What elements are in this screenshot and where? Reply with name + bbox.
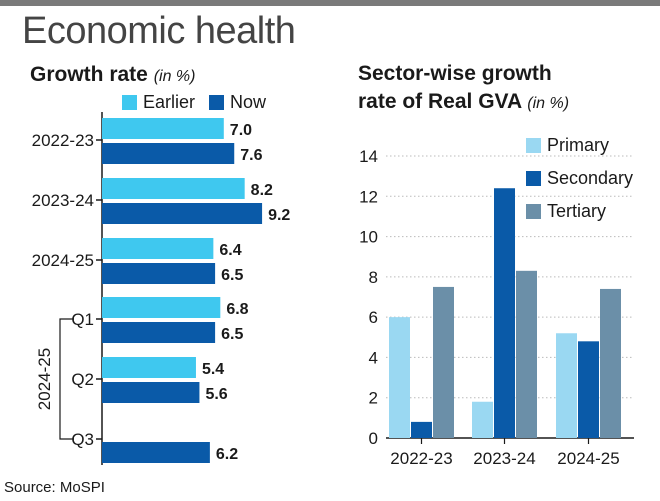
- growth-bar-earlier: [102, 357, 196, 378]
- growth-chart-title-text: Growth rate: [30, 63, 148, 86]
- growth-bar-now: [102, 442, 210, 463]
- growth-data-label: 9.2: [268, 207, 290, 224]
- legend-item-primary: Primary: [526, 135, 609, 155]
- growth-category-label: 2022-23: [32, 131, 94, 150]
- gva-chart-unit: (in %): [527, 95, 570, 112]
- legend-label-secondary: Secondary: [547, 167, 634, 188]
- gva-chart-title: Sector-wise growth rate of Real GVA (in …: [358, 60, 569, 118]
- growth-bar-earlier: [102, 238, 214, 259]
- growth-chart-legend: Earlier Now: [122, 92, 280, 113]
- gva-bar-tertiary: [516, 270, 537, 438]
- gva-y-tick-label: 2: [369, 389, 378, 408]
- gva-y-tick-label: 0: [369, 429, 378, 448]
- gva-bar-primary: [556, 333, 577, 438]
- growth-chart-title: Growth rate (in %): [30, 61, 195, 91]
- gva-x-tick-label: 2023-24: [473, 449, 535, 468]
- growth-category-label: Q2: [71, 370, 94, 389]
- legend-swatch-tertiary: [526, 203, 541, 219]
- legend-swatch-now: [209, 95, 225, 110]
- growth-bar-now: [102, 263, 216, 284]
- gva-y-tick-label: 10: [359, 228, 378, 247]
- gva-bar-tertiary: [600, 288, 621, 438]
- source-note: Source: MoSPI: [4, 479, 105, 496]
- gva-y-tick-label: 8: [369, 268, 378, 287]
- growth-bar-now: [102, 382, 200, 403]
- gva-y-tick-label: 12: [359, 187, 378, 206]
- gva-y-tick-label: 6: [369, 308, 378, 327]
- gva-bar-secondary: [411, 421, 432, 438]
- growth-bar-now: [102, 203, 263, 224]
- growth-group-label: 2024-25: [35, 348, 54, 410]
- growth-data-label: 6.5: [221, 326, 243, 343]
- gva-bar-primary: [472, 401, 493, 438]
- growth-category-label: Q1: [71, 310, 94, 329]
- growth-data-label: 6.5: [221, 267, 243, 284]
- legend-label-primary: Primary: [547, 134, 609, 155]
- gva-bar-secondary: [494, 188, 515, 438]
- legend-label-tertiary: Tertiary: [547, 200, 607, 221]
- growth-data-label: 6.4: [219, 242, 241, 259]
- page-title: Economic health: [22, 10, 296, 52]
- growth-bar-earlier: [102, 297, 221, 318]
- gva-chart-title-line2: rate of Real GVA: [358, 90, 522, 113]
- legend-swatch-secondary: [526, 170, 541, 186]
- gva-x-tick-label: 2022-23: [390, 449, 452, 468]
- legend-swatch-earlier: [122, 95, 137, 110]
- gva-chart-title-line1: Sector-wise growth: [358, 62, 552, 85]
- gva-y-tick-label: 14: [359, 147, 378, 166]
- growth-data-label: 8.2: [251, 182, 273, 199]
- growth-bar-now: [102, 322, 216, 343]
- growth-bar-earlier: [102, 178, 245, 199]
- growth-data-label: 7.0: [230, 122, 252, 139]
- growth-data-label: 5.6: [205, 386, 227, 403]
- growth-bar-now: [102, 143, 235, 164]
- growth-chart-unit: (in %): [153, 68, 196, 85]
- growth-data-label: 7.6: [240, 147, 262, 164]
- legend-item-now: Now: [209, 92, 266, 113]
- growth-bar-earlier: [102, 118, 224, 139]
- gva-bar-secondary: [578, 341, 599, 438]
- legend-label-earlier: Earlier: [143, 92, 196, 112]
- gva-chart-legend: Primary Secondary Tertiary: [526, 135, 633, 234]
- legend-item-secondary: Secondary: [526, 168, 633, 188]
- growth-category-label: 2024-25: [32, 251, 94, 270]
- growth-category-label: 2023-24: [32, 191, 94, 210]
- legend-item-tertiary: Tertiary: [526, 201, 606, 221]
- legend-item-earlier: Earlier: [122, 92, 195, 113]
- growth-category-label: Q3: [71, 430, 94, 449]
- legend-swatch-primary: [526, 137, 541, 153]
- growth-data-label: 5.4: [202, 361, 224, 378]
- gva-y-tick-label: 4: [369, 348, 378, 367]
- legend-label-now: Now: [230, 92, 267, 112]
- gva-x-tick-label: 2024-25: [557, 449, 619, 468]
- growth-data-label: 6.8: [226, 301, 248, 318]
- growth-data-label: 6.2: [216, 446, 238, 463]
- top-bar: [0, 0, 660, 6]
- gva-bar-tertiary: [433, 286, 454, 438]
- growth-group-bracket: [59, 318, 74, 440]
- gva-bar-primary: [389, 317, 410, 438]
